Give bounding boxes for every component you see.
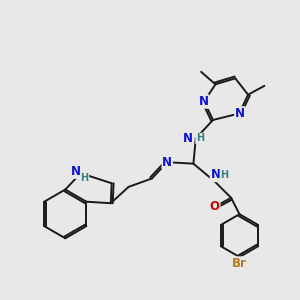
Text: N: N [199, 95, 208, 108]
Text: H: H [196, 134, 204, 143]
Text: H: H [220, 170, 228, 180]
Text: N: N [162, 156, 172, 169]
Text: N: N [182, 132, 193, 145]
Text: N: N [235, 107, 245, 120]
Text: O: O [210, 200, 220, 213]
Text: H: H [80, 172, 89, 183]
Text: Br: Br [232, 257, 247, 270]
Text: N: N [71, 165, 81, 178]
Text: N: N [210, 169, 220, 182]
